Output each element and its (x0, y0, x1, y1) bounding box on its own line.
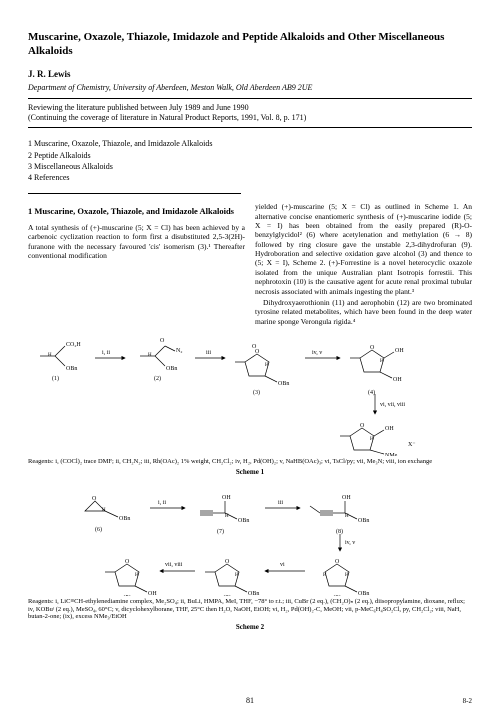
svg-text:H: H (323, 573, 327, 578)
article-title: Muscarine, Oxazole, Thiazole, Imidazole … (28, 30, 472, 59)
affiliation: Department of Chemistry, University of A… (28, 83, 472, 92)
svg-text:(5): (5) (123, 594, 132, 596)
svg-text:(4): (4) (368, 389, 375, 396)
svg-text:N₂: N₂ (176, 348, 182, 354)
paragraph: A total synthesis of (+)-muscarine (5; X… (28, 223, 245, 261)
svg-text:OH: OH (393, 377, 402, 383)
scheme1-label: Scheme 1 (28, 468, 472, 476)
svg-text:OH: OH (395, 348, 404, 354)
svg-text:OBn: OBn (119, 516, 130, 522)
toc-item: 4 References (28, 172, 241, 183)
scheme2-reagents: Reagents: i, LiC≡CH-ethylenediamine comp… (28, 598, 472, 621)
svg-text:vi, vii, viii: vi, vii, viii (380, 402, 405, 408)
section-heading: 1 Muscarine, Oxazole, Thiazole, and Imid… (28, 206, 245, 217)
svg-text:OBn: OBn (166, 366, 177, 372)
svg-text:H: H (48, 353, 52, 358)
author-name: J. R. Lewis (28, 69, 472, 79)
table-of-contents: 1 Muscarine, Oxazole, Thiazole, and Imid… (28, 138, 241, 183)
svg-text:(3): (3) (223, 594, 232, 596)
toc-item: 1 Muscarine, Oxazole, Thiazole, and Imid… (28, 138, 241, 149)
svg-text:H: H (345, 573, 349, 578)
svg-text:(2): (2) (154, 375, 161, 382)
svg-text:iv, v: iv, v (345, 540, 355, 546)
svg-text:vi: vi (280, 562, 285, 568)
scheme-2: O OBn H (6) i, ii OH H OBn (7) iii (28, 486, 472, 631)
svg-text:OH: OH (385, 426, 394, 432)
svg-text:(8): (8) (336, 528, 343, 535)
page-number: 81 (246, 696, 254, 705)
svg-text:O: O (225, 559, 230, 565)
svg-text:O: O (335, 559, 340, 565)
svg-text:H: H (102, 508, 106, 513)
svg-text:H: H (235, 573, 239, 578)
right-column: yielded (+)-muscarine (5; X = Cl) as out… (255, 202, 472, 326)
svg-text:OBn: OBn (278, 381, 289, 387)
paragraph: yielded (+)-muscarine (5; X = Cl) as out… (255, 202, 472, 296)
body-columns: 1 Muscarine, Oxazole, Thiazole, and Imid… (28, 202, 472, 326)
svg-text:H: H (380, 359, 384, 364)
scheme2-label: Scheme 2 (28, 623, 472, 631)
svg-text:H: H (148, 353, 152, 358)
svg-text:O: O (252, 344, 257, 350)
svg-text:H: H (370, 437, 374, 442)
svg-text:OBn: OBn (248, 591, 259, 596)
svg-text:(1): (1) (52, 375, 59, 382)
svg-text:OBn: OBn (238, 518, 249, 524)
svg-text:O: O (160, 338, 165, 344)
svg-text:OBn: OBn (66, 366, 77, 372)
svg-text:X⁻: X⁻ (408, 442, 416, 448)
svg-text:iii: iii (278, 500, 283, 506)
svg-text:H: H (265, 363, 269, 368)
toc-item: 3 Miscellaneous Alkaloids (28, 161, 241, 172)
divider (28, 193, 241, 194)
svg-text:O: O (360, 423, 365, 429)
review-line1: Reviewing the literature published betwe… (28, 103, 472, 113)
svg-text:(9): (9) (333, 594, 342, 596)
svg-text:iv, v: iv, v (312, 350, 322, 356)
svg-text:(3): (3) (253, 389, 260, 396)
left-column: 1 Muscarine, Oxazole, Thiazole, and Imid… (28, 202, 245, 326)
scheme1-diagram: CO₂H OBn H (1) i, ii O N₂ OBn H (2) iii (30, 336, 470, 456)
review-summary: Reviewing the literature published betwe… (28, 98, 472, 129)
scheme2-diagram: O OBn H (6) i, ii OH H OBn (7) iii (30, 486, 470, 596)
svg-text:i, ii: i, ii (102, 350, 110, 356)
svg-text:(7): (7) (217, 528, 224, 535)
svg-text:vii, viii: vii, viii (165, 562, 183, 568)
svg-text:CO₂H: CO₂H (66, 342, 81, 348)
review-line2: (Continuing the coverage of literature i… (28, 113, 472, 123)
svg-text:iii: iii (206, 350, 211, 356)
svg-text:OBn: OBn (358, 518, 369, 524)
svg-text:OBn: OBn (358, 591, 369, 596)
svg-text:NMe₃: NMe₃ (385, 453, 399, 456)
svg-text:O: O (125, 559, 130, 565)
scheme1-reagents: Reagents: i, (COCl)₂ trace DMF; ii, CH₂N… (28, 458, 472, 466)
toc-item: 2 Peptide Alkaloids (28, 150, 241, 161)
svg-text:i, ii: i, ii (158, 500, 166, 506)
svg-text:OH: OH (342, 495, 351, 501)
svg-text:(6): (6) (95, 526, 102, 533)
svg-text:O: O (370, 345, 375, 351)
paragraph: Dihydroxyaerothionin (11) and aerophobin… (255, 298, 472, 326)
svg-text:H: H (135, 573, 139, 578)
scheme-1: CO₂H OBn H (1) i, ii O N₂ OBn H (2) iii (28, 336, 472, 476)
svg-text:OH: OH (148, 591, 157, 596)
svg-text:OH: OH (222, 495, 231, 501)
page-code: 8-2 (463, 697, 472, 705)
svg-text:O: O (92, 496, 97, 502)
